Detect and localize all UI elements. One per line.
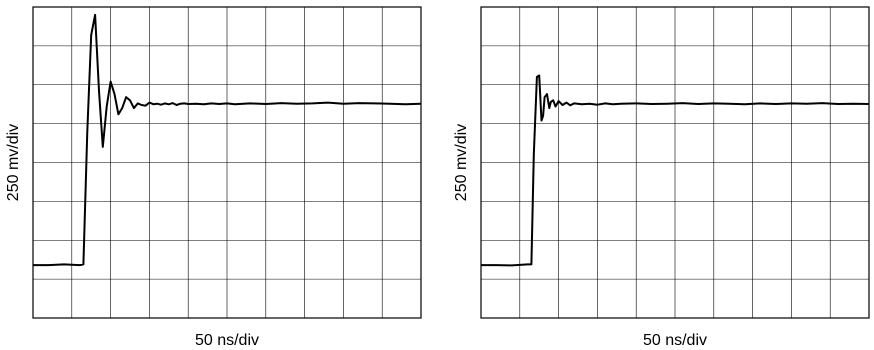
scope-panel-left: 50 ns/div 250 mv/div (5, 6, 422, 349)
waveform-trace (481, 74, 870, 267)
waveform-trace (33, 13, 422, 267)
scope-panel-right: 50 ns/div 250 mv/div (453, 6, 870, 349)
y-axis-label: 250 mv/div (453, 124, 470, 201)
plot-frame (32, 6, 422, 319)
x-axis-label: 50 ns/div (643, 332, 707, 349)
plot-frame (480, 6, 870, 319)
y-axis-label: 250 mv/div (5, 124, 22, 201)
x-axis-label: 50 ns/div (195, 332, 259, 349)
